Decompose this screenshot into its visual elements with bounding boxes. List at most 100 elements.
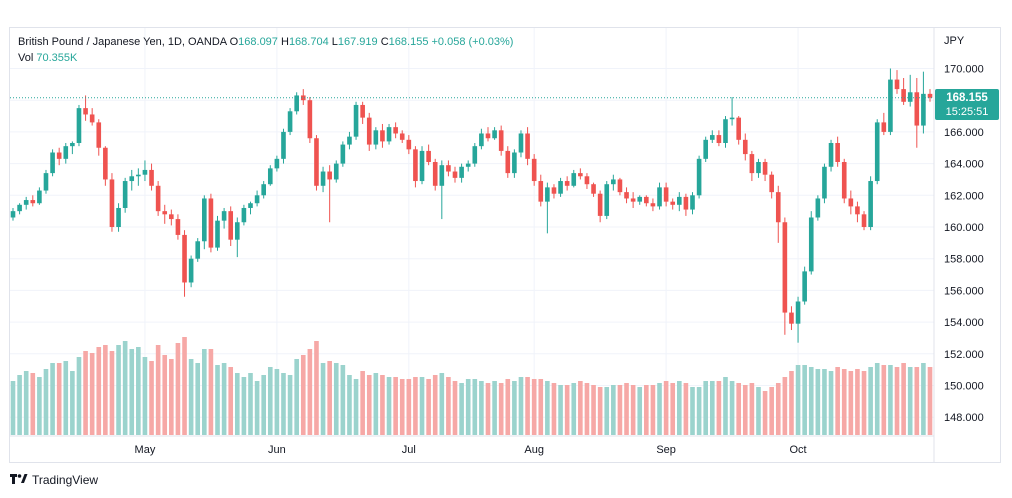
candle [650, 198, 656, 212]
candle [795, 296, 801, 343]
currency-label[interactable]: JPY [944, 35, 965, 47]
volume-bar [413, 377, 418, 435]
candle-body [76, 108, 82, 143]
candle-body [670, 201, 676, 205]
volume-bar [525, 377, 530, 435]
candle [736, 116, 741, 145]
candle [452, 166, 458, 183]
x-tick-label: Oct [789, 444, 806, 456]
volume-bar [677, 381, 682, 435]
candle-body [624, 192, 629, 199]
volume-bar [347, 375, 352, 435]
candle-body [736, 117, 741, 140]
candle [762, 158, 768, 182]
candle [89, 108, 95, 126]
volume-bar [386, 377, 392, 435]
candle [531, 154, 537, 186]
candle [70, 141, 75, 155]
candle-body [228, 211, 234, 240]
volume-bar [287, 375, 293, 435]
volume-label[interactable]: Vol [18, 52, 34, 64]
candle [360, 101, 365, 124]
candle [683, 193, 689, 216]
volume-bar [531, 379, 537, 435]
volume-bar [103, 345, 108, 435]
candle [393, 122, 398, 139]
candle [162, 204, 168, 224]
volume-bar [624, 383, 629, 435]
time-axis[interactable]: May Jun Jul Aug Sep Oct [10, 435, 934, 456]
candle [591, 182, 596, 197]
candle [439, 160, 445, 220]
volume-bars [10, 337, 933, 435]
candle [300, 89, 306, 105]
candle-body [709, 135, 715, 140]
candle-body [373, 130, 379, 145]
volume-bar [901, 363, 906, 435]
candle-body [465, 163, 471, 167]
volume-bar [142, 357, 148, 435]
candle-body [274, 158, 280, 169]
candle [841, 158, 847, 204]
volume-bar [241, 377, 247, 435]
candle-body [479, 133, 484, 147]
candle-body [762, 162, 768, 175]
volume-bar [479, 381, 484, 435]
volume-bar [538, 379, 544, 435]
candle [624, 187, 629, 204]
tradingview-brand[interactable]: TradingView [10, 472, 98, 487]
candle [432, 158, 438, 191]
candle-body [775, 192, 781, 223]
price-axis[interactable]: 148.000 150.000 152.000 154.000 156.000 158.0… [933, 28, 984, 462]
candle-body [795, 301, 801, 324]
candle [716, 130, 722, 147]
tradingview-logo-icon [10, 472, 28, 487]
y-tick-label: 166.000 [944, 127, 984, 139]
candle-body [254, 195, 260, 204]
volume-bar [657, 383, 662, 435]
volume-bar [129, 349, 135, 435]
volume-bar [116, 345, 121, 435]
volume-bar [709, 381, 715, 435]
candle [808, 211, 814, 275]
last-price-badge: 168.155 15:25:51 [935, 89, 999, 120]
volume-bar [749, 383, 755, 435]
candle-body [452, 171, 458, 178]
candle [723, 116, 728, 148]
volume-bar [769, 387, 774, 435]
candle [459, 163, 464, 183]
candle-body [505, 150, 511, 174]
volume-bar [644, 385, 649, 435]
candle [782, 217, 788, 335]
candle-body [498, 130, 504, 151]
brand-name: TradingView [32, 472, 99, 487]
candle [202, 195, 207, 250]
candle [485, 127, 491, 142]
candle-body [696, 158, 702, 196]
volume-bar [690, 387, 695, 435]
symbol-title[interactable]: British Pound / Japanese Yen, 1D, OANDA [18, 36, 227, 48]
candle-body [663, 187, 669, 202]
volume-bar [307, 349, 313, 435]
candle [914, 78, 920, 148]
volume-bar [921, 363, 926, 435]
volume-bar [729, 381, 735, 435]
candle-body [538, 181, 544, 202]
candle [215, 215, 220, 251]
y-tick-label: 162.000 [944, 190, 984, 202]
candle-body [822, 166, 827, 199]
candle [538, 174, 544, 207]
volume-bar [874, 363, 880, 435]
candle-body [320, 171, 326, 186]
candles[interactable] [10, 68, 933, 343]
volume-bar [234, 373, 240, 435]
candle-body [70, 142, 75, 147]
volume-bar [83, 351, 88, 435]
candle [241, 204, 247, 226]
candle-body [485, 133, 491, 139]
candle-body [202, 198, 207, 242]
volume-bar [43, 369, 49, 435]
y-tick-label: 158.000 [944, 254, 984, 266]
candle [789, 306, 794, 331]
